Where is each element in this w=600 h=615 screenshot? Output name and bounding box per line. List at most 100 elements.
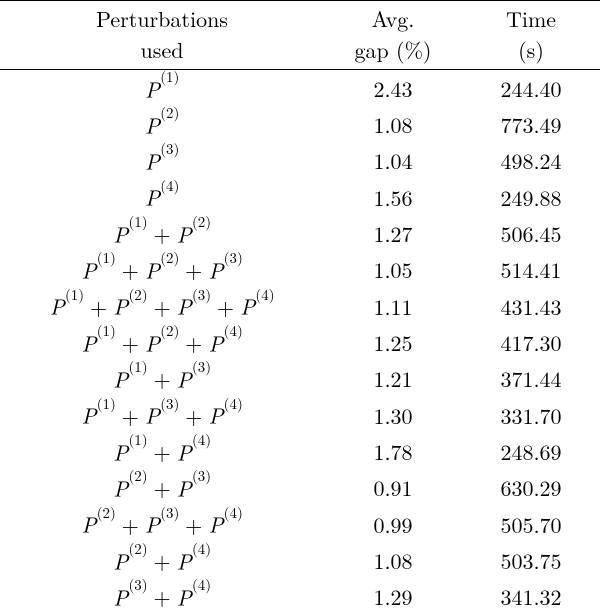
plus-symbol: + [147, 545, 176, 576]
plus-symbol: + [179, 400, 208, 431]
p-term: P(2) [145, 109, 179, 140]
p-term: P(3) [145, 145, 179, 176]
time-cell: 431.43 [462, 288, 600, 324]
p-term: P(4) [208, 327, 242, 358]
header-time-l1: Time [462, 1, 600, 35]
perturbation-cell: P(1)+P(3)+P(4) [0, 397, 324, 433]
perturbation-cell: P(1)+P(3) [0, 361, 324, 397]
p-term: P(4) [177, 545, 211, 576]
table-row: P(1)+P(2)1.27506.45 [0, 215, 600, 251]
perturbation-cell: P(2)+P(4) [0, 542, 324, 578]
perturbation-cell: P(1)+P(2)+P(3)+P(4) [0, 288, 324, 324]
time-cell: 341.32 [462, 579, 600, 615]
table-row: P(1)+P(3)+P(4)1.30331.70 [0, 397, 600, 433]
plus-symbol: + [179, 327, 208, 358]
p-term: P(1) [145, 73, 179, 104]
plus-symbol: + [147, 472, 176, 503]
table-row: P(2)1.08773.49 [0, 106, 600, 142]
p-term: P(3) [145, 399, 179, 430]
p-term: P(1) [81, 327, 115, 358]
table-body: P(1)2.43244.40P(2)1.08773.49P(3)1.04498.… [0, 70, 600, 615]
p-term: P(1) [113, 436, 147, 467]
plus-symbol: + [211, 291, 240, 322]
p-term: P(1) [81, 254, 115, 285]
p-term: P(4) [177, 581, 211, 612]
plus-symbol: + [179, 254, 208, 285]
table-row: P(1) 2.43244.40 [0, 70, 600, 107]
header-time-l2: (s) [462, 34, 600, 70]
table-row: P(3) 1.04498.24 [0, 143, 600, 179]
gap-cell: 1.56 [324, 179, 462, 215]
header-gap-l2: gap (%) [324, 34, 462, 70]
table-row: P(1)+P(2)+P(3)1.05514.41 [0, 252, 600, 288]
gap-cell: 1.21 [324, 361, 462, 397]
table-row: P(1)+P(4)1.78248.69 [0, 433, 600, 469]
gap-cell: 1.29 [324, 579, 462, 615]
p-term: P(2) [113, 290, 147, 321]
gap-cell: 0.99 [324, 506, 462, 542]
p-term: P(4) [240, 290, 274, 321]
plus-symbol: + [147, 291, 176, 322]
gap-cell: 1.30 [324, 397, 462, 433]
p-term: P(3) [177, 472, 211, 503]
gap-cell: 1.25 [324, 324, 462, 360]
time-cell: 331.70 [462, 397, 600, 433]
p-term: P(1) [50, 290, 84, 321]
p-term: P(1) [81, 399, 115, 430]
time-cell: 417.30 [462, 324, 600, 360]
time-cell: 505.70 [462, 506, 600, 542]
plus-symbol: + [116, 400, 145, 431]
perturbations-table: Perturbations Avg. Time used gap (%) (s)… [0, 0, 600, 615]
time-cell: 503.75 [462, 542, 600, 578]
gap-cell: 2.43 [324, 70, 462, 107]
perturbation-cell: P(3)+P(4) [0, 579, 324, 615]
p-term: P(2) [113, 472, 147, 503]
p-term: P(4) [208, 508, 242, 539]
perturbation-cell: P(4) [0, 179, 324, 215]
p-term: P(3) [177, 290, 211, 321]
p-term: P(4) [208, 399, 242, 430]
perturbation-cell: P(2)+P(3) [0, 470, 324, 506]
p-term: P(2) [81, 508, 115, 539]
p-term: P(2) [145, 254, 179, 285]
p-term: P(2) [113, 545, 147, 576]
header-gap-l1: Avg. [324, 1, 462, 35]
p-term: P(3) [113, 581, 147, 612]
gap-cell: 1.27 [324, 215, 462, 251]
p-term: P(4) [145, 181, 179, 212]
gap-cell: 1.11 [324, 288, 462, 324]
table-row: P(1)+P(3)1.21371.44 [0, 361, 600, 397]
gap-cell: 1.04 [324, 143, 462, 179]
plus-symbol: + [116, 254, 145, 285]
perturbation-cell: P(1) [0, 70, 324, 107]
p-term: P(4) [177, 436, 211, 467]
time-cell: 630.29 [462, 470, 600, 506]
plus-symbol: + [147, 436, 176, 467]
time-cell: 249.88 [462, 179, 600, 215]
time-cell: 244.40 [462, 70, 600, 107]
p-term: P(2) [177, 218, 211, 249]
time-cell: 371.44 [462, 361, 600, 397]
table-row: P(1)+P(2)+P(3)+P(4)1.11431.43 [0, 288, 600, 324]
plus-symbol: + [147, 363, 176, 394]
p-term: P(3) [177, 363, 211, 394]
table-row: P(3)+P(4)1.29341.32 [0, 579, 600, 615]
plus-symbol: + [84, 291, 113, 322]
gap-cell: 1.05 [324, 252, 462, 288]
p-term: P(3) [145, 508, 179, 539]
p-term: P(3) [208, 254, 242, 285]
header-perturbations-l1: Perturbations [0, 1, 324, 35]
time-cell: 498.24 [462, 143, 600, 179]
perturbation-cell: P(3) [0, 143, 324, 179]
perturbation-cell: P(1)+P(4) [0, 433, 324, 469]
table-row: P(4) 1.56249.88 [0, 179, 600, 215]
table-row: P(2)+P(3)+P(4)0.99505.70 [0, 506, 600, 542]
gap-cell: 1.08 [324, 542, 462, 578]
header-row-2: used gap (%) (s) [0, 34, 600, 70]
p-term: P(1) [113, 363, 147, 394]
gap-cell: 1.08 [324, 106, 462, 142]
perturbation-cell: P(1)+P(2)+P(4) [0, 324, 324, 360]
gap-cell: 0.91 [324, 470, 462, 506]
table-row: P(2)+P(3)0.91630.29 [0, 470, 600, 506]
header-row-1: Perturbations Avg. Time [0, 1, 600, 35]
